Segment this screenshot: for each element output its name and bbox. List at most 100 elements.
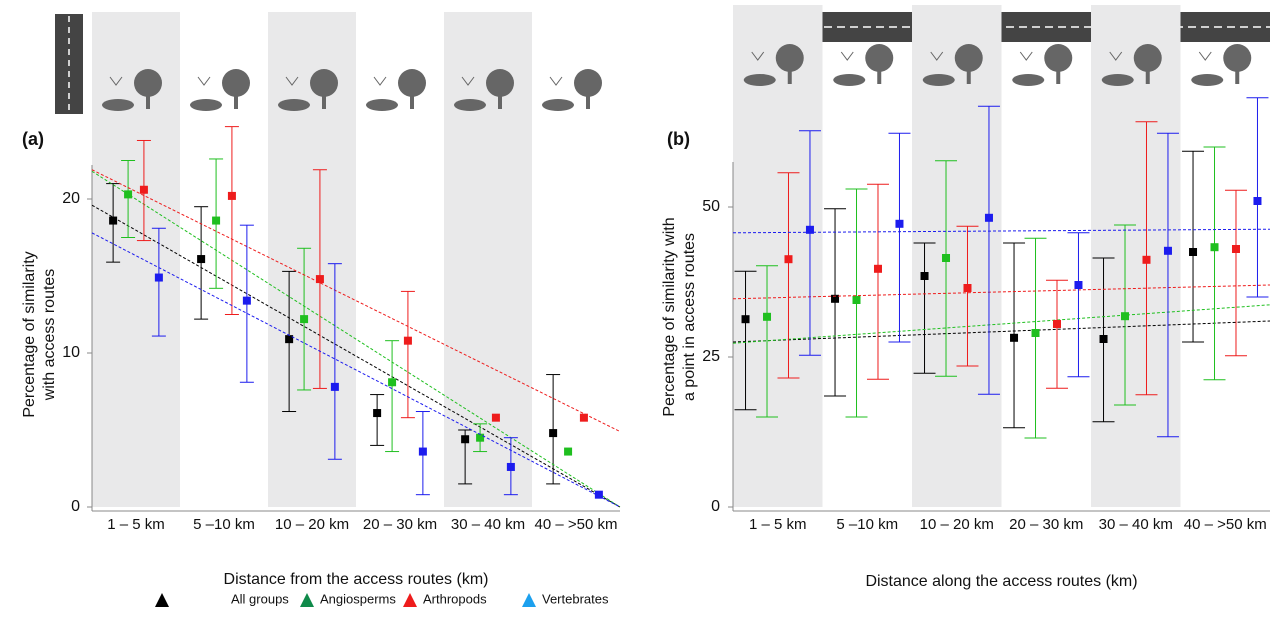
silhouette — [751, 51, 765, 61]
error-bar — [777, 172, 800, 379]
silhouette — [574, 69, 602, 97]
error-bar — [956, 225, 979, 367]
point — [920, 272, 929, 280]
silhouette — [833, 74, 866, 86]
silhouette — [865, 44, 894, 72]
error-bar — [977, 105, 1000, 395]
error-bar — [224, 126, 239, 315]
trend-line — [732, 228, 1271, 234]
silhouette — [1198, 51, 1212, 61]
silhouette — [278, 99, 310, 111]
point — [984, 213, 993, 222]
point — [895, 219, 904, 228]
legend-icon — [155, 593, 169, 607]
silhouette — [222, 69, 250, 97]
point — [1074, 281, 1083, 289]
silhouette — [146, 95, 150, 109]
silhouette — [542, 99, 574, 111]
error-bar — [756, 265, 779, 418]
point — [831, 294, 840, 303]
silhouette — [322, 95, 326, 109]
trend-line — [732, 284, 1271, 300]
silhouette — [775, 44, 804, 72]
silhouette — [1044, 44, 1073, 72]
silhouette — [1012, 74, 1045, 86]
silhouette — [190, 99, 222, 111]
x-tick-label: 10 – 20 km — [920, 516, 994, 533]
error-bar — [1203, 146, 1226, 381]
point — [212, 216, 221, 225]
x-axis-label: Distance from the access routes (km) — [224, 571, 489, 588]
silhouette — [966, 70, 971, 84]
point — [330, 382, 339, 391]
silhouette — [840, 51, 854, 61]
silhouette — [1101, 74, 1134, 86]
y-tick-label: 20 — [62, 190, 80, 207]
silhouette — [549, 76, 563, 86]
error-bar — [121, 160, 136, 238]
silhouette — [102, 99, 134, 111]
error-bar — [1182, 150, 1205, 343]
point — [1189, 248, 1198, 256]
band-shade — [912, 5, 1002, 507]
error-bar — [1045, 279, 1068, 389]
point — [963, 284, 972, 292]
point — [594, 490, 603, 499]
point — [242, 296, 251, 305]
trend-line — [91, 170, 621, 508]
band-shade — [92, 12, 180, 507]
point — [154, 273, 163, 282]
x-tick-label: 10 – 20 km — [275, 516, 349, 533]
x-tick-label: 40 – >50 km — [1184, 516, 1267, 533]
y-tick-label: 0 — [71, 498, 80, 515]
point — [1121, 312, 1130, 321]
silhouette — [486, 69, 514, 97]
point — [873, 264, 882, 273]
x-tick-label: 5 –10 km — [193, 516, 255, 533]
silhouette — [234, 95, 238, 109]
point — [852, 296, 861, 304]
panel-label: (b) — [667, 129, 690, 149]
point — [564, 447, 573, 456]
point — [784, 255, 793, 264]
trend-line — [91, 232, 621, 508]
error-bar — [385, 340, 400, 453]
y-tick-label: 25 — [702, 348, 720, 365]
point — [197, 255, 206, 264]
error-bar — [935, 160, 958, 377]
x-tick-label: 30 – 40 km — [1099, 516, 1173, 533]
legend-label: Vertebrates — [542, 591, 609, 606]
error-bar — [913, 242, 936, 374]
error-bar — [734, 270, 757, 411]
point — [491, 413, 500, 422]
x-tick-label: 1 – 5 km — [749, 516, 807, 533]
band-shade — [268, 12, 356, 507]
point — [315, 275, 324, 284]
point — [1052, 320, 1061, 328]
silhouette — [954, 44, 983, 72]
point — [1031, 329, 1040, 337]
legend-label: Arthropods — [423, 591, 487, 606]
silhouette — [461, 76, 475, 86]
legend-icon — [300, 593, 314, 607]
silhouette — [922, 74, 955, 86]
point — [1253, 197, 1262, 205]
silhouette — [1223, 44, 1252, 72]
point — [942, 254, 951, 262]
band-shade — [1091, 5, 1181, 507]
x-tick-label: 5 –10 km — [836, 516, 898, 533]
point — [109, 216, 118, 225]
point — [741, 315, 750, 324]
silhouette — [410, 95, 414, 109]
panel-label: (a) — [22, 129, 44, 149]
x-tick-label: 30 – 40 km — [451, 516, 525, 533]
point — [285, 335, 294, 344]
silhouette — [787, 70, 792, 84]
trend-line — [732, 320, 1271, 343]
y-axis-label-line: with access routes — [41, 269, 58, 402]
x-tick-label: 20 – 30 km — [1009, 516, 1083, 533]
silhouette — [1109, 51, 1123, 61]
point — [1163, 246, 1172, 255]
legend-icon — [522, 593, 536, 607]
